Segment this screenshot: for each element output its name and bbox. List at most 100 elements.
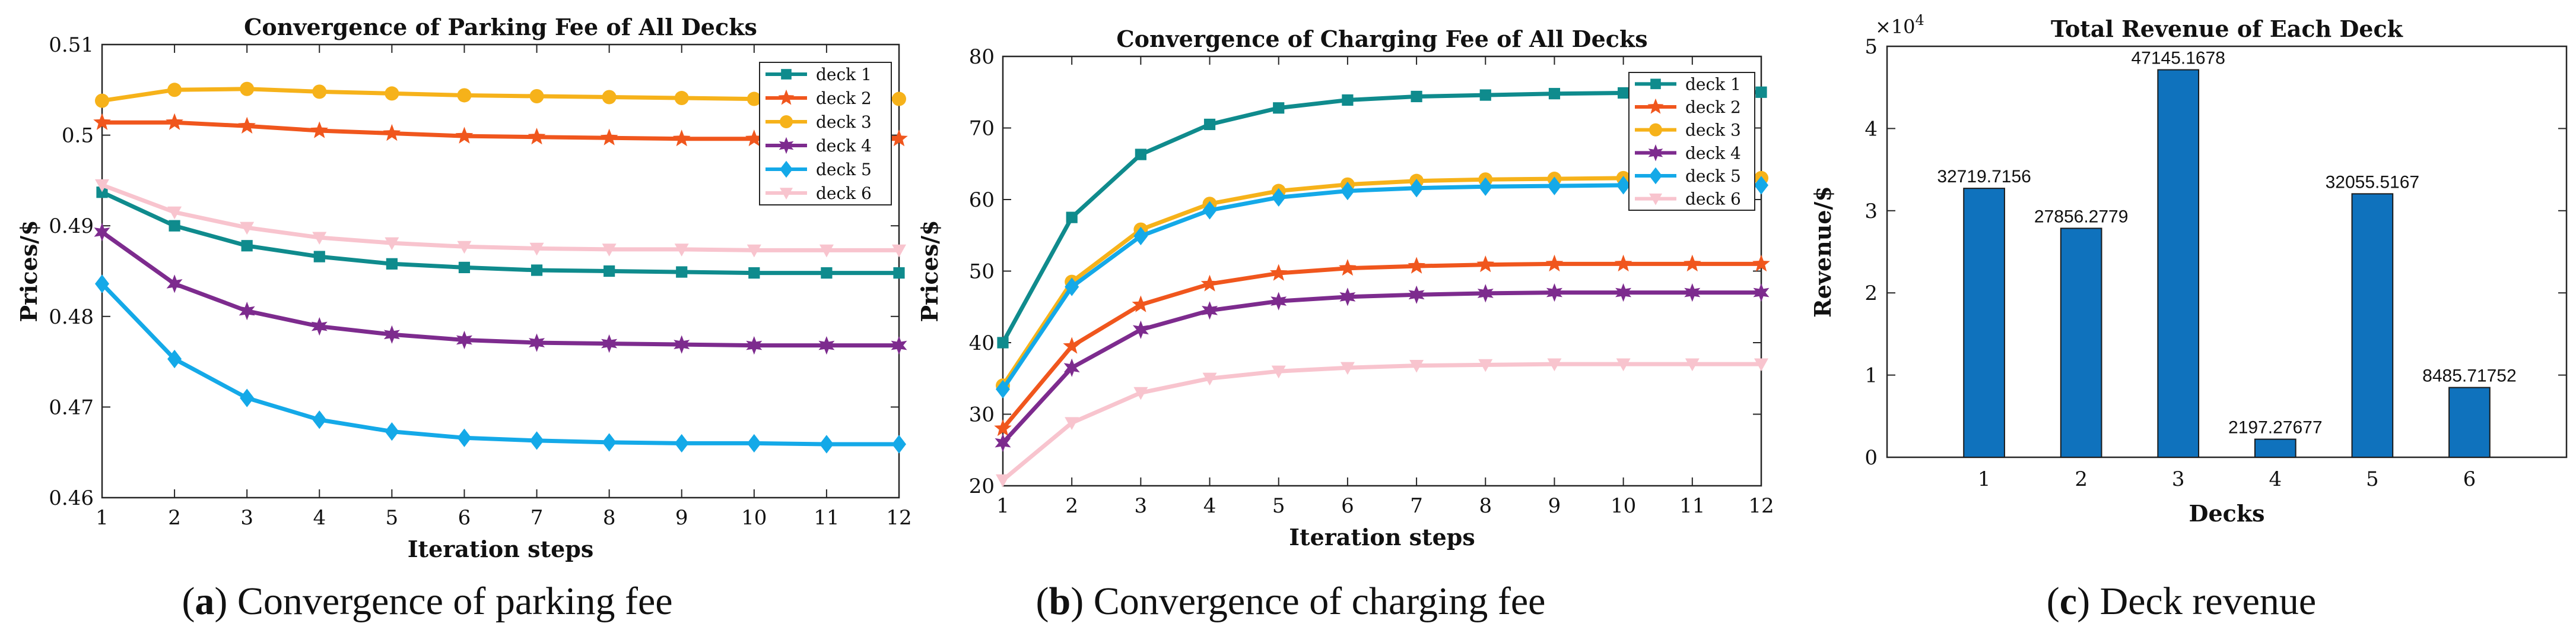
- chart-b-legend-label: deck 2: [1685, 97, 1741, 117]
- chart-a-data-point: [602, 90, 617, 105]
- chart-c-bar-label: 32055.5167: [2326, 172, 2420, 192]
- chart-a-xtick-label: 3: [240, 506, 253, 530]
- chart-a-data-point: [239, 302, 255, 321]
- chart-b-data-point: [1340, 362, 1355, 375]
- chart-b-data-point: [1685, 358, 1700, 372]
- chart-b-data-point: [1132, 320, 1149, 339]
- chart-c-bar-label: 8485.71752: [2422, 366, 2517, 386]
- chart-a-data-point: [674, 335, 690, 354]
- chart-b-data-point: [1063, 358, 1080, 377]
- chart-a-data-point: [94, 223, 110, 242]
- chart-b-legend-marker: [1649, 167, 1662, 185]
- chart-b-data-point: [1615, 283, 1632, 302]
- chart-b-data-point: [1063, 337, 1081, 354]
- chart-b-legend-marker: [1649, 123, 1662, 137]
- chart-a-data-point: [386, 258, 398, 270]
- chart-b-data-point: [1409, 179, 1424, 198]
- chart-c-bar-label: 27856.2779: [2034, 207, 2129, 226]
- caption-c-text: Deck revenue: [2090, 580, 2317, 623]
- chart-b-data-point: [1066, 211, 1078, 223]
- chart-c-xtick-label: 5: [2366, 467, 2379, 491]
- chart-b-data-point: [1270, 292, 1287, 311]
- chart-b-data-point: [1273, 102, 1285, 114]
- chart-c-xtick-label: 2: [2075, 467, 2088, 491]
- chart-b-ytick-label: 50: [969, 260, 995, 284]
- chart-c-bar: [2351, 193, 2394, 458]
- chart-c-ylabel: Revenue/$: [1809, 186, 1836, 318]
- chart-a-data-point: [95, 274, 109, 293]
- chart-b-data-point: [1616, 358, 1631, 372]
- chart-b-data-point: [1269, 264, 1288, 281]
- chart-b-legend: deck 1 deck 2 deck 3 deck 4 deck 5 deck 6: [1628, 72, 1755, 211]
- chart-c-xlabel: Decks: [2189, 500, 2265, 527]
- chart-a-data-point: [821, 267, 833, 279]
- chart-b-data-point: [997, 337, 1009, 349]
- chart-b-data-point: [1202, 301, 1218, 320]
- chart-a-data-point: [455, 126, 474, 144]
- chart-a-data-point: [674, 91, 689, 106]
- chart-b-legend-marker: [1648, 144, 1663, 162]
- chart-b-data-point: [1478, 359, 1493, 372]
- chart-a-data-point: [601, 334, 618, 353]
- chart-a-data-point: [457, 88, 472, 103]
- caption-a-text: Convergence of parking fee: [227, 580, 673, 623]
- chart-a-data-point: [818, 336, 835, 355]
- chart-b-data-point: [1479, 89, 1491, 101]
- chart-a-data-point: [95, 93, 109, 108]
- chart-b-data-point: [1200, 274, 1219, 292]
- chart-a-data-point: [238, 116, 256, 134]
- chart-a-data-point: [603, 265, 615, 277]
- chart-a-series-line: [100, 230, 899, 348]
- chart-a-series-line: [101, 183, 899, 252]
- chart-b-xlabel: Iteration steps: [1289, 524, 1475, 551]
- chart-b-xtick-label: 6: [1341, 494, 1354, 518]
- chart-b-data-point: [1271, 188, 1286, 207]
- chart-b-data-point: [1132, 295, 1150, 312]
- chart-b-series-line: [1001, 362, 1761, 482]
- chart-a-legend-marker: [781, 69, 792, 80]
- chart-c-bar: [2448, 387, 2491, 458]
- chart-a-data-point: [529, 431, 544, 450]
- chart-a-data-point: [312, 232, 327, 245]
- chart-a-data-point: [529, 333, 545, 352]
- chart-b-data-point: [1408, 257, 1425, 274]
- chart-a-data-point: [600, 128, 618, 145]
- chart-b-data-point: [1614, 254, 1632, 272]
- chart-a-xtick-label: 9: [675, 506, 688, 530]
- chart-a-data-point: [745, 129, 763, 147]
- chart-b-legend-label: deck 3: [1685, 121, 1741, 140]
- chart-b-data-point: [1339, 287, 1356, 306]
- caption-b-letter: b: [1049, 580, 1071, 623]
- chart-a-data-point: [746, 336, 763, 355]
- chart-a-series-6: [95, 179, 906, 258]
- chart-b-data-point: [996, 379, 1010, 398]
- chart-a-data-point: [240, 81, 255, 96]
- chart-b-data-point: [1340, 181, 1355, 201]
- chart-b-data-point: [1478, 177, 1493, 196]
- chart-b-data-point: [1548, 88, 1561, 100]
- chart-b-data-point: [1618, 87, 1630, 99]
- chart-b-data-point: [1546, 283, 1562, 302]
- chart-b-data-point: [1547, 358, 1562, 372]
- chart-b-ytick-label: 30: [969, 403, 995, 427]
- chart-a-data-point: [310, 121, 329, 138]
- chart-a-chart: 1 2 3 4 5 6 7 8 9 10 11 120.460.470.480.490.50.51Co…: [15, 14, 912, 562]
- chart-a-ytick-label: 0.49: [49, 214, 94, 238]
- chart-a-data-point: [676, 266, 688, 278]
- chart-a-data-point: [747, 244, 761, 258]
- chart-a-data-point: [167, 349, 182, 369]
- chart-a-data-point: [819, 244, 834, 258]
- chart-a-data-point: [240, 222, 255, 235]
- chart-a-data-point: [602, 243, 617, 257]
- chart-b-legend-marker: [1649, 193, 1662, 205]
- chart-b-data-point: [1752, 254, 1770, 272]
- chart-b-data-point: [1408, 285, 1425, 304]
- chart-c-ytick-label: 4: [1864, 117, 1878, 141]
- chart-b-title: Convergence of Charging Fee of All Decks: [1116, 26, 1647, 52]
- chart-b-series-line: [1001, 290, 1761, 445]
- chart-c-xtick-label: 4: [2269, 467, 2282, 491]
- chart-c-ytick-label: 1: [1864, 364, 1878, 388]
- chart-a-data-point: [747, 434, 761, 453]
- chart-b-data-point: [1754, 176, 1768, 195]
